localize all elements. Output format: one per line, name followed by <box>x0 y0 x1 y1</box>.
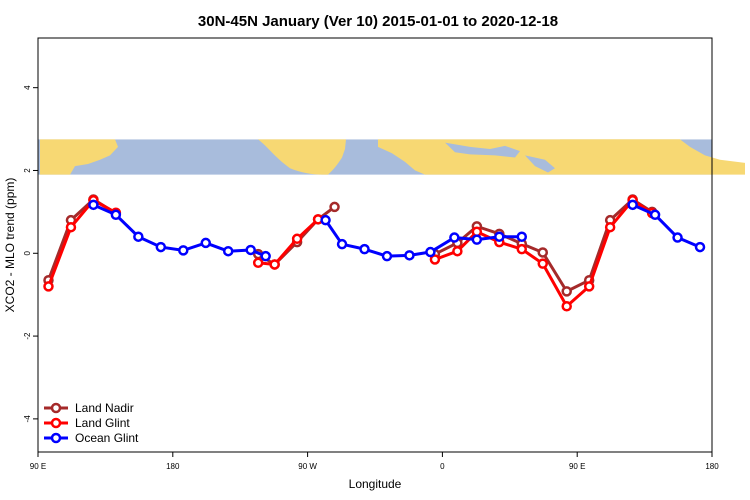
legend-label: Land Glint <box>75 416 130 430</box>
data-point <box>222 245 234 257</box>
data-point <box>537 247 549 258</box>
data-point <box>649 209 661 221</box>
data-point <box>336 238 348 250</box>
data-point <box>260 250 271 262</box>
data-point <box>537 258 549 269</box>
data-point <box>88 199 99 211</box>
x-tick-label: 90 E <box>30 462 46 471</box>
y-tick-label: 0 <box>23 251 32 256</box>
data-point <box>449 232 460 243</box>
data-point <box>359 243 370 255</box>
data-point <box>155 241 167 253</box>
legend-swatch-marker <box>50 417 62 429</box>
data-point <box>133 231 144 242</box>
series-line <box>47 198 117 287</box>
series-line <box>434 197 653 293</box>
y-tick-label: -2 <box>23 332 32 340</box>
x-axis-label: Longitude <box>349 477 402 491</box>
data-point <box>178 245 189 256</box>
data-point <box>583 281 595 292</box>
data-point <box>404 250 415 261</box>
map-landmass-americas <box>258 139 346 175</box>
data-point <box>65 221 77 233</box>
map-gulf <box>525 155 555 173</box>
series-ocean-glint <box>88 199 706 262</box>
legend-swatch-marker <box>50 402 62 414</box>
data-point <box>452 245 463 257</box>
data-point <box>320 214 331 226</box>
data-point <box>604 221 616 233</box>
y-tick-label: -4 <box>23 415 32 423</box>
y-tick-label: 2 <box>23 168 32 173</box>
data-point <box>429 254 441 265</box>
world-map-strip <box>38 139 745 175</box>
legend-label: Ocean Glint <box>75 431 139 445</box>
plot-frame <box>37 37 713 453</box>
legend-label: Land Nadir <box>75 401 134 415</box>
legend-item: Land Glint <box>44 416 130 430</box>
legend-item: Ocean Glint <box>44 431 139 445</box>
data-point <box>110 209 122 221</box>
data-point <box>561 286 572 297</box>
data-point <box>516 231 528 242</box>
series-line <box>632 203 701 249</box>
data-point <box>291 233 303 245</box>
data-point <box>471 234 483 245</box>
y-tick-label: 4 <box>23 85 32 90</box>
chart-title: 30N-45N January (Ver 10) 2015-01-01 to 2… <box>198 13 558 30</box>
data-point <box>252 257 264 269</box>
series-line <box>258 218 320 266</box>
series-line <box>324 219 522 258</box>
data-point <box>245 244 256 256</box>
data-point <box>43 281 54 292</box>
x-tick-label: 90 E <box>569 462 585 471</box>
map-landmass-eurasia-east <box>560 139 680 171</box>
series-layer <box>43 194 706 312</box>
data-point <box>672 232 683 243</box>
map-landmass-eurasia-west <box>40 139 118 175</box>
map-inland-sea <box>445 142 520 158</box>
data-point <box>381 250 393 262</box>
x-tick-label: 180 <box>705 462 719 471</box>
x-tick-label: 0 <box>440 462 445 471</box>
data-point <box>200 237 212 249</box>
legend-item: Land Nadir <box>44 401 134 415</box>
legend-swatch-marker <box>50 432 62 444</box>
x-tick-label: 180 <box>166 462 180 471</box>
data-point <box>627 199 638 211</box>
data-point <box>425 246 436 258</box>
data-point <box>516 243 528 255</box>
x-tick-label: 90 W <box>298 462 317 471</box>
data-point <box>329 201 340 213</box>
y-axis-label: XCO2 - MLO trend (ppm) <box>3 178 17 313</box>
axes: 90 E 180 90 W 0 90 E 180 -4 -2 0 2 4 <box>23 85 719 471</box>
data-point <box>494 231 505 242</box>
data-point <box>269 259 280 270</box>
data-point <box>561 301 572 312</box>
data-point <box>694 241 706 253</box>
